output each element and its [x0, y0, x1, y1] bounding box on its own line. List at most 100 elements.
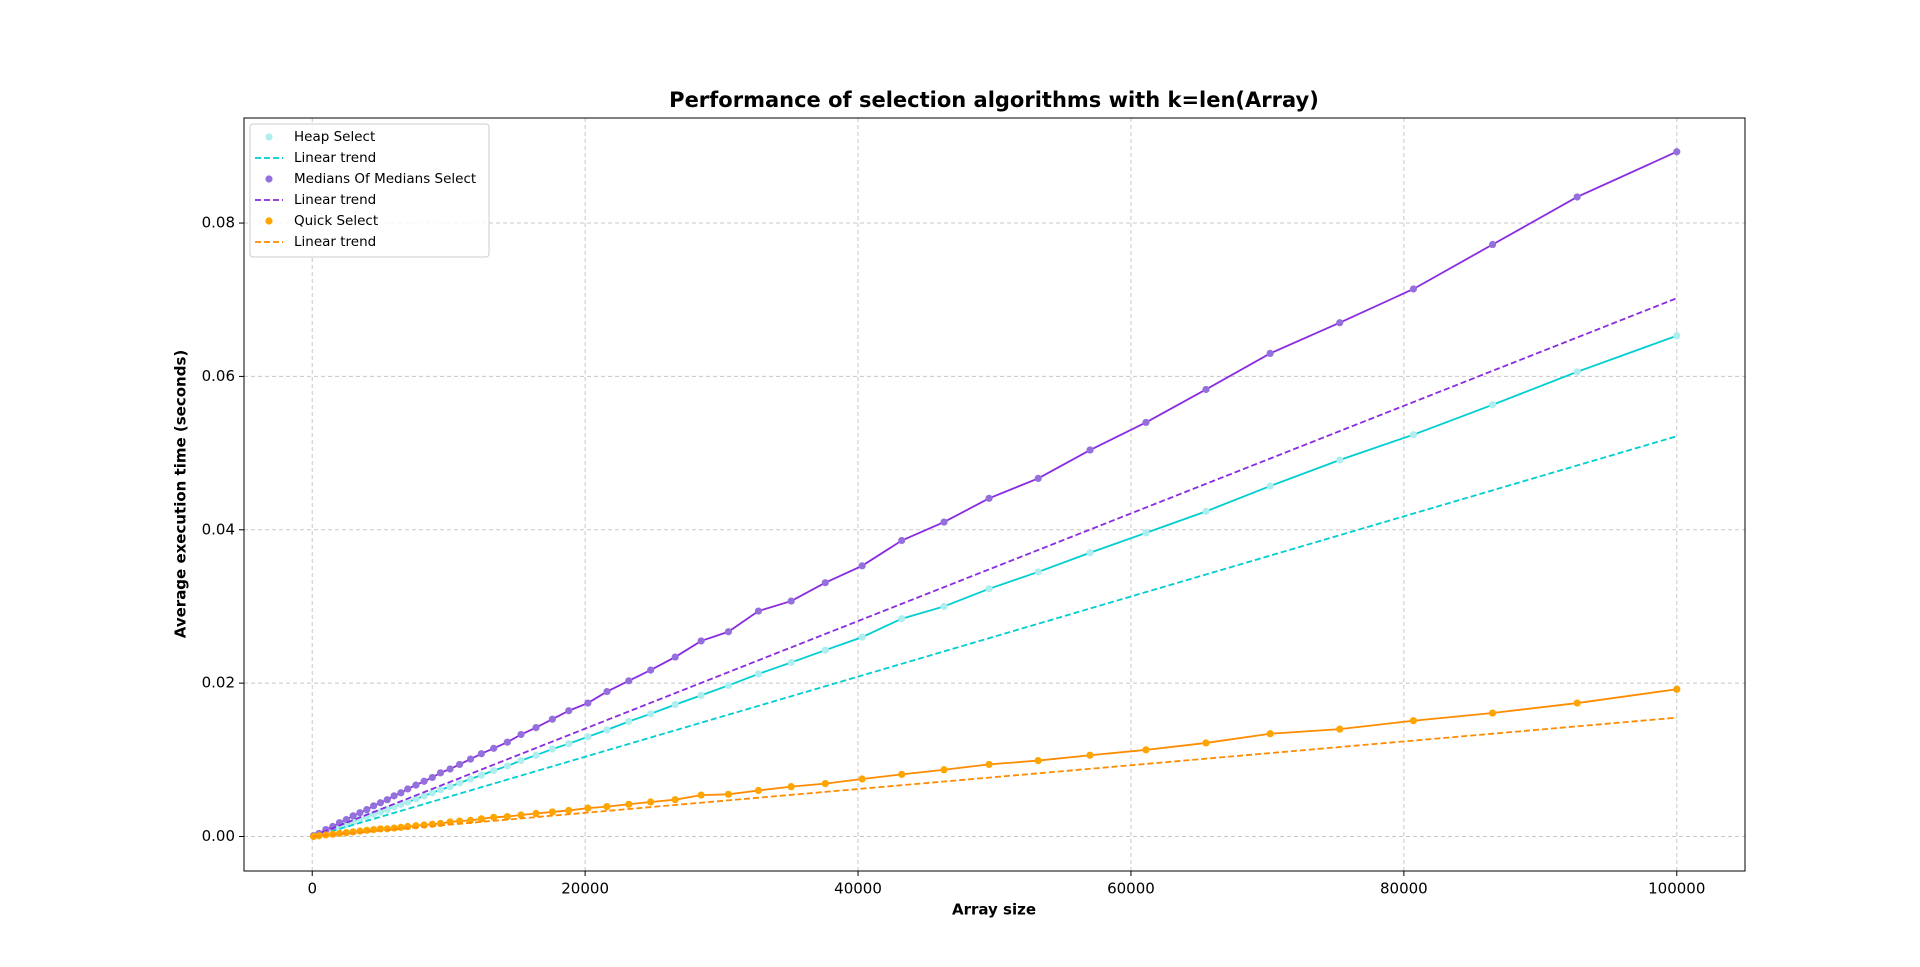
- data-point: [724, 790, 733, 798]
- x-tick-label: 0: [307, 880, 317, 898]
- data-point: [356, 827, 364, 835]
- data-point: [490, 766, 498, 775]
- data-point: [455, 779, 464, 787]
- data-point: [412, 795, 420, 803]
- data-point: [466, 775, 475, 783]
- legend-marker: [265, 133, 273, 141]
- legend-label: Quick Select: [294, 213, 378, 229]
- data-point: [1142, 529, 1150, 537]
- data-point: [436, 786, 445, 794]
- data-point: [1573, 193, 1581, 201]
- data-point: [548, 745, 556, 753]
- legend-box: [249, 123, 490, 258]
- data-point: [404, 798, 412, 806]
- data-point: [383, 796, 391, 804]
- data-point: [671, 653, 679, 661]
- data-point: [370, 810, 378, 818]
- data-point: [455, 760, 464, 769]
- data-point: [565, 740, 573, 748]
- data-point: [428, 789, 436, 797]
- data-point: [363, 806, 371, 814]
- data-point: [1086, 446, 1094, 454]
- data-point: [490, 813, 498, 821]
- data-point: [898, 615, 906, 623]
- data-point: [466, 755, 475, 763]
- data-point: [532, 809, 540, 818]
- x-tick-label: 80000: [1380, 880, 1428, 898]
- data-point: [1086, 549, 1094, 557]
- data-point: [1034, 568, 1042, 576]
- data-point: [754, 786, 763, 795]
- y-tick-label: 0.00: [202, 827, 235, 845]
- legend: Heap Select Linear trend Medians Of Median…: [249, 123, 490, 258]
- data-point: [370, 802, 378, 810]
- data-point: [436, 769, 445, 777]
- data-point: [517, 730, 525, 739]
- chart-title: Performance of selection algorithms with…: [669, 88, 1319, 112]
- data-point: [625, 677, 633, 685]
- data-point: [754, 670, 763, 678]
- data-point: [940, 602, 948, 611]
- data-point: [503, 738, 511, 746]
- data-point: [1034, 756, 1042, 765]
- data-point: [1266, 349, 1274, 358]
- data-point: [349, 812, 357, 820]
- data-point: [565, 806, 573, 815]
- trend-line: [313, 716, 1677, 838]
- data-point: [1409, 431, 1418, 439]
- data-point: [412, 781, 420, 789]
- data-point: [342, 829, 350, 837]
- data-point: [940, 518, 948, 526]
- data-point: [754, 607, 763, 615]
- data-point: [1086, 751, 1094, 759]
- data-point: [356, 815, 364, 823]
- y-tick-label: 0.06: [202, 367, 235, 385]
- data-point: [565, 707, 573, 715]
- data-point: [898, 770, 906, 778]
- data-point: [671, 796, 679, 804]
- x-tick-label: 60000: [1107, 880, 1155, 898]
- data-point: [898, 536, 906, 545]
- data-point: [1409, 717, 1418, 725]
- legend-label: Medians Of Medians Select: [294, 171, 476, 187]
- data-point: [349, 828, 357, 836]
- legend-label: Heap Select: [294, 129, 375, 145]
- data-point: [503, 812, 511, 821]
- x-tick-label: 20000: [561, 880, 609, 898]
- trend-line: [313, 297, 1678, 837]
- data-point: [584, 699, 592, 707]
- data-point: [584, 804, 592, 812]
- data-point: [517, 811, 525, 819]
- data-point: [1266, 730, 1274, 738]
- data-point: [821, 646, 829, 654]
- trend-line: [313, 435, 1678, 838]
- data-point: [548, 808, 556, 816]
- legend-marker: [265, 175, 273, 183]
- data-point: [446, 783, 454, 791]
- data-point: [420, 777, 428, 785]
- data-point: [532, 751, 540, 759]
- legend-label: Linear trend: [294, 192, 376, 208]
- data-point: [787, 658, 795, 667]
- data-point: [584, 733, 592, 741]
- data-point: [397, 789, 405, 797]
- data-point: [985, 585, 993, 593]
- data-point: [517, 756, 525, 765]
- data-point: [985, 494, 993, 502]
- data-point: [503, 762, 511, 770]
- data-point: [697, 637, 705, 645]
- data-point: [390, 792, 398, 800]
- data-point: [625, 717, 633, 726]
- x-tick-label: 100000: [1648, 880, 1705, 898]
- data-point: [356, 809, 364, 817]
- data-point: [821, 579, 829, 587]
- data-point: [603, 687, 611, 696]
- y-tick-label: 0.04: [202, 520, 235, 538]
- data-point: [1673, 148, 1681, 156]
- data-point: [1409, 285, 1418, 293]
- data-point: [376, 808, 385, 816]
- data-point: [1488, 401, 1497, 409]
- data-point: [671, 701, 679, 709]
- x-axis-label: Array size: [952, 901, 1036, 919]
